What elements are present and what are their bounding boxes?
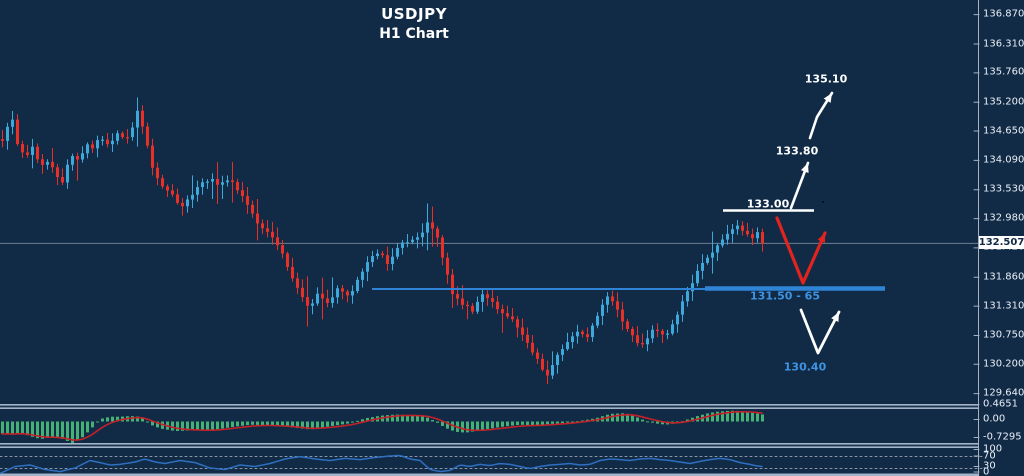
annotation-price-label: 130.40 — [783, 360, 827, 374]
symbol-title: USDJPY — [381, 5, 447, 23]
price-axis-label: 133.530 — [983, 183, 1024, 195]
current-price-value: 132.507 — [978, 237, 1024, 248]
price-axis-label: 129.640 — [983, 387, 1024, 399]
price-axis-label: 130.200 — [983, 358, 1024, 370]
current-price-badge: 132.507 — [979, 236, 1024, 249]
indicator-axis-label: 0.00 — [983, 413, 1006, 425]
timeframe-title: H1 Chart — [379, 26, 449, 42]
price-axis-label: 134.090 — [983, 154, 1024, 166]
annotation-price-label: 133.00 — [746, 197, 790, 211]
indicator-axis-label: -0.7295 — [983, 431, 1022, 443]
annotation-price-label: 135.10 — [804, 72, 848, 86]
indicator-axis-label: 100 — [983, 443, 1003, 455]
price-axis-label: 130.750 — [983, 329, 1024, 341]
price-axis-label: 135.760 — [983, 66, 1024, 78]
indicator-axis-label: 0 — [983, 466, 990, 476]
indicator-axis-label: 30 — [983, 460, 996, 472]
price-axis-label: 136.870 — [983, 8, 1024, 20]
price-axis-label: 136.310 — [983, 38, 1024, 49]
price-axis-label: 135.200 — [983, 96, 1024, 108]
price-axis-label: 132.980 — [983, 212, 1024, 224]
annotation-price-label: 133.80 — [775, 144, 819, 158]
price-axis-label: 131.860 — [983, 271, 1024, 283]
indicator-axis-label: 70 — [983, 450, 996, 461]
price-axis-label: 131.310 — [983, 300, 1024, 312]
price-axis-label: 134.650 — [983, 125, 1024, 137]
indicator-axis-label: 0.4651 — [983, 398, 1018, 410]
annotation-price-label: 131.50 - 65 — [750, 289, 820, 303]
chart-title: USDJPY H1 Chart — [354, 5, 474, 42]
